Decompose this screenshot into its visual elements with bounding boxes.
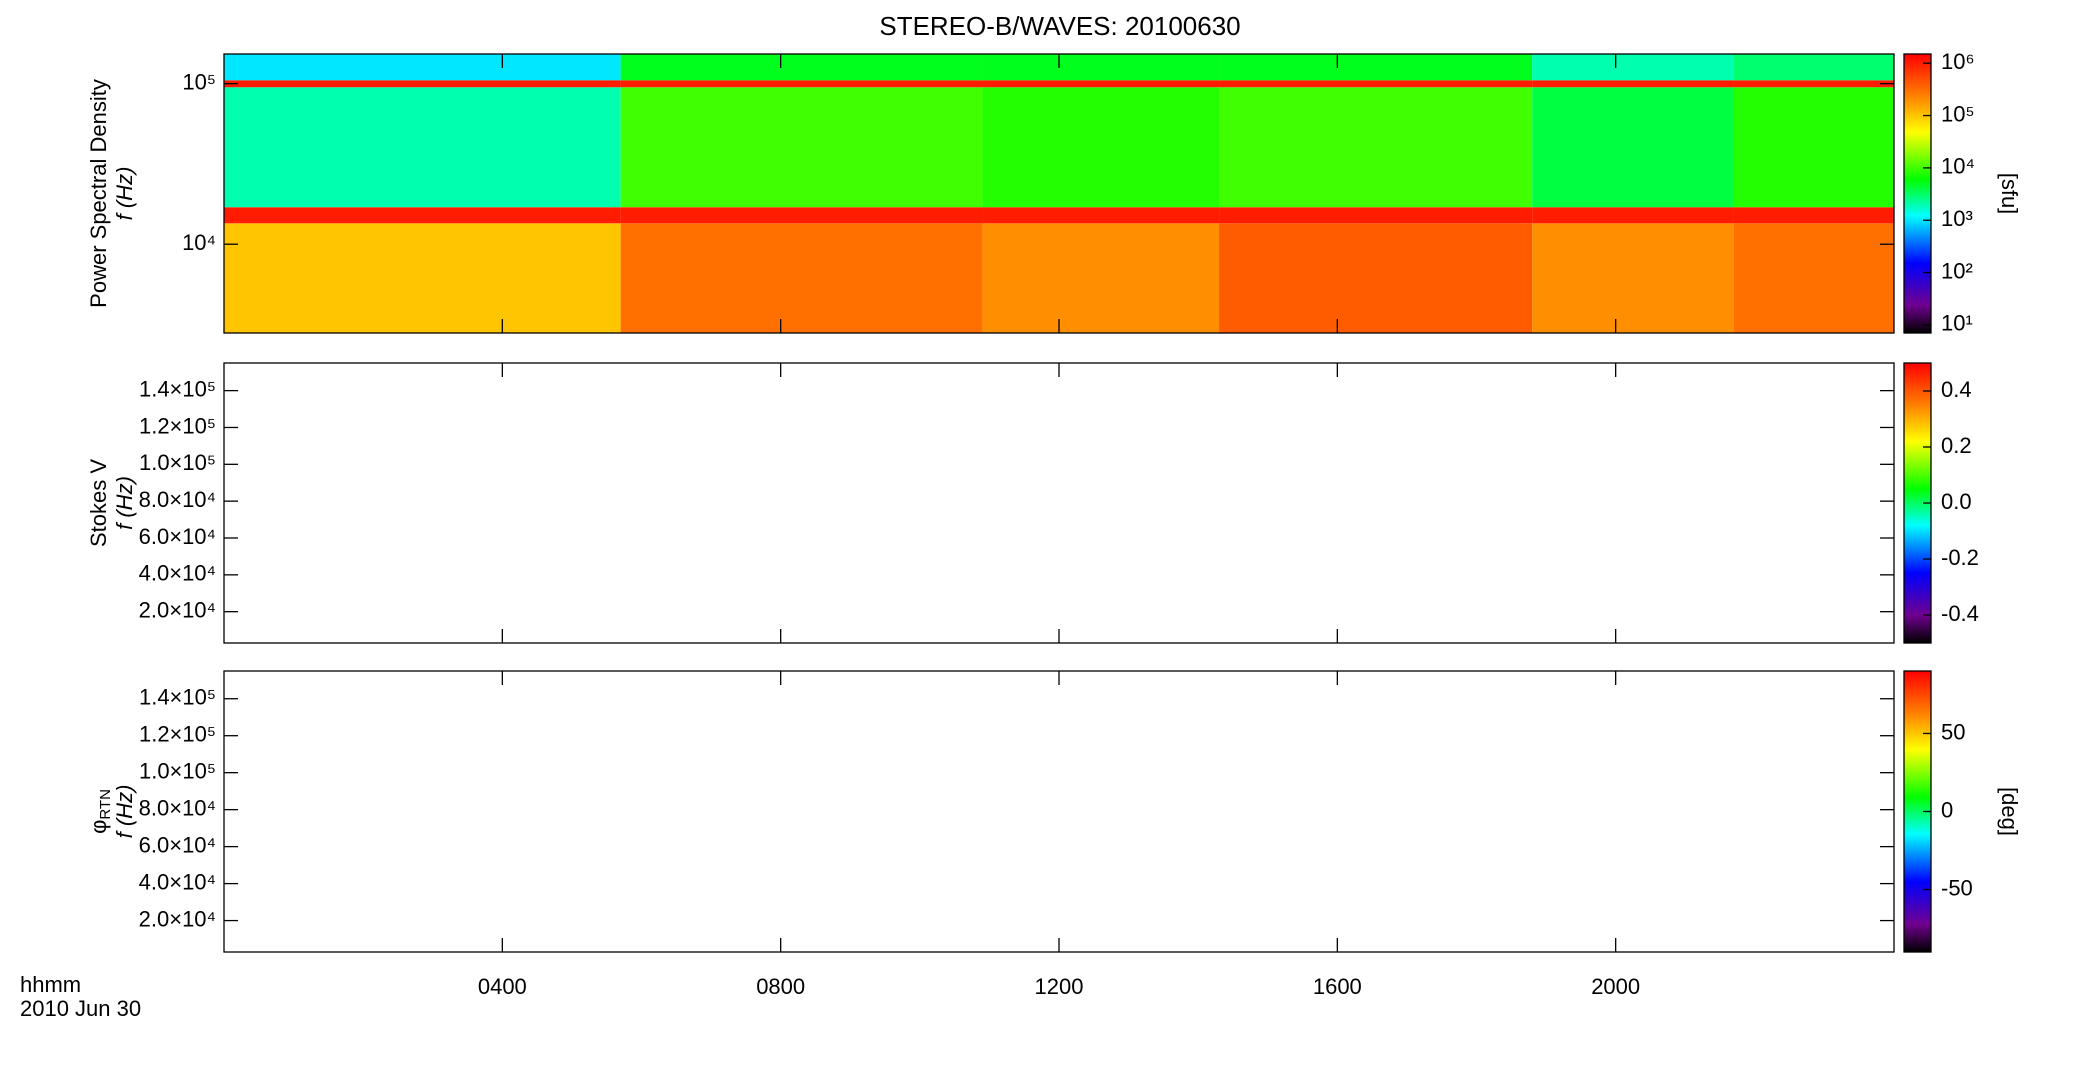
- colorbar-tick-label: 50: [1941, 719, 1965, 744]
- y-axis-label-units: f (Hz): [112, 167, 137, 221]
- plot-frame: [223, 670, 1895, 953]
- y-tick-label: 1.4×10⁵: [139, 685, 216, 710]
- x-tick-label: 1600: [1313, 974, 1362, 999]
- chart-title: STEREO-B/WAVES: 20100630: [879, 11, 1240, 41]
- colorbar-tick-label: 10⁶: [1941, 49, 1975, 74]
- y-axis-label-units: f (Hz): [112, 476, 137, 530]
- y-tick-label: 6.0×10⁴: [139, 524, 216, 549]
- spectrogram-cell: [1219, 80, 1533, 88]
- date-label: 2010 Jun 30: [20, 996, 141, 1021]
- plot-frame: [223, 362, 1895, 644]
- colorbar-label: [deg]: [1997, 787, 2022, 836]
- y-tick-label: 4.0×10⁴: [139, 869, 216, 894]
- colorbar-tick-label: 0.4: [1941, 377, 1972, 402]
- y-tick-label: 4.0×10⁴: [139, 561, 216, 586]
- colorbar-tick-label: -0.4: [1941, 601, 1979, 626]
- spectrogram-cell: [1733, 54, 1894, 81]
- spectrogram-cell: [620, 54, 983, 81]
- y-tick-label: 1.2×10⁵: [139, 413, 216, 438]
- y-tick-label: 6.0×10⁴: [139, 832, 216, 857]
- spectrogram-cell: [224, 54, 621, 81]
- y-axis-label-main: φ: [86, 820, 111, 834]
- spectrogram-cell: [1733, 223, 1894, 333]
- spectrogram-cell: [1532, 54, 1734, 81]
- spectrogram-cell: [1219, 54, 1533, 81]
- colorbar-tick-label: 10³: [1941, 206, 1973, 231]
- y-axis-label-units: f (Hz): [112, 785, 137, 839]
- colorbar-tick-label: -0.2: [1941, 545, 1979, 570]
- spectrogram-cell: [224, 80, 621, 88]
- x-tick-label: 2000: [1591, 974, 1640, 999]
- spectrogram-cell: [982, 87, 1220, 208]
- spectrogram-cell: [982, 54, 1220, 81]
- spectrogram-cell: [1219, 207, 1533, 224]
- y-axis-label: Power Spectral Density: [86, 79, 111, 308]
- y-axis-label: φRTN: [86, 789, 114, 834]
- colorbar-label: [sfu]: [1997, 173, 2022, 215]
- colorbar-tick-label: -50: [1941, 875, 1973, 900]
- spectrogram-cell: [1532, 87, 1734, 208]
- spectrogram-cell: [1733, 207, 1894, 224]
- y-tick-label: 10⁵: [182, 69, 216, 94]
- spectrogram-cell: [620, 80, 983, 88]
- y-tick-label: 1.2×10⁵: [139, 722, 216, 747]
- colorbar-tick-label: 10⁵: [1941, 101, 1975, 126]
- spectrogram-cell: [982, 207, 1220, 224]
- spectrogram-cell: [1532, 223, 1734, 333]
- spectrogram-cell: [620, 87, 983, 208]
- spectrogram-cell: [1219, 223, 1533, 333]
- spectrogram-cell: [224, 87, 621, 208]
- spectrogram-cell: [224, 223, 621, 333]
- spectrogram-cell: [1733, 87, 1894, 208]
- x-axis-label: hhmm: [20, 972, 81, 997]
- colorbar-tick-label: 10¹: [1941, 311, 1973, 336]
- y-tick-label: 8.0×10⁴: [139, 487, 216, 512]
- colorbar-tick-label: 10²: [1941, 258, 1973, 283]
- spectrogram-cell: [982, 223, 1220, 333]
- spectrogram-cell: [1219, 87, 1533, 208]
- colorbar-tick-label: 0.0: [1941, 489, 1972, 514]
- x-tick-label: 0800: [756, 974, 805, 999]
- y-tick-label: 10⁴: [182, 230, 216, 255]
- colorbar-tick-label: 0.2: [1941, 433, 1972, 458]
- spectrogram-cell: [620, 207, 983, 224]
- spectrogram-cell: [1532, 80, 1734, 88]
- y-axis-label-main: Stokes V: [86, 459, 111, 547]
- spectrogram-cell: [982, 80, 1220, 88]
- colorbar-tick-label: 0: [1941, 797, 1953, 822]
- y-axis-label: Stokes V: [86, 459, 111, 547]
- y-tick-label: 2.0×10⁴: [139, 906, 216, 931]
- y-tick-label: 1.0×10⁵: [139, 450, 216, 475]
- y-axis-label-sub: RTN: [97, 789, 114, 820]
- colorbar-tick-label: 10⁴: [1941, 154, 1975, 179]
- y-axis-label-main: Power Spectral Density: [86, 79, 111, 308]
- y-tick-label: 1.4×10⁵: [139, 376, 216, 401]
- y-tick-label: 8.0×10⁴: [139, 795, 216, 820]
- y-tick-label: 2.0×10⁴: [139, 597, 216, 622]
- spectrogram-cell: [1733, 80, 1894, 88]
- x-tick-label: 0400: [478, 974, 527, 999]
- spectrogram-cell: [1532, 207, 1734, 224]
- y-tick-label: 1.0×10⁵: [139, 758, 216, 783]
- colorbar: [1903, 53, 1932, 334]
- spectrogram-cell: [224, 207, 621, 224]
- x-tick-label: 1200: [1035, 974, 1084, 999]
- spectrogram-cell: [620, 223, 983, 333]
